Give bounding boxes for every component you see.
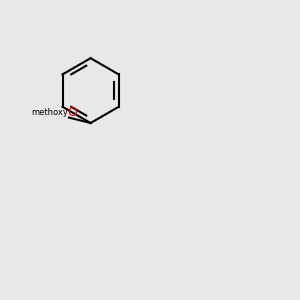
Text: methoxy: methoxy: [32, 108, 68, 117]
Text: O: O: [67, 106, 76, 119]
